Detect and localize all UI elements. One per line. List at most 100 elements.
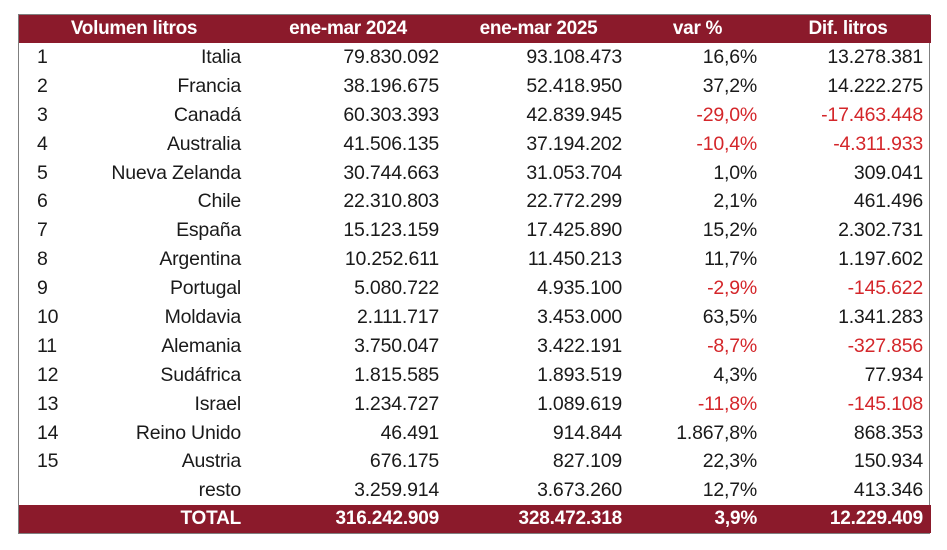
- cell-2024: 79.830.092: [343, 45, 440, 68]
- cell-var: 12,7%: [702, 479, 758, 502]
- cell-var: -2,9%: [707, 277, 758, 300]
- table-row: 15 Austria 676.175 827.109 22,3% 150.934: [19, 447, 931, 476]
- total-row: TOTAL 316.242.909 328.472.318 3,9% 12.22…: [19, 505, 932, 534]
- cell-2024: 676.175: [369, 450, 440, 473]
- cell-country: Moldavia: [164, 305, 242, 328]
- total-dif: 12.229.409: [829, 508, 924, 530]
- cell-country: Canadá: [173, 103, 242, 126]
- cell-rank: 2: [37, 74, 48, 97]
- cell-var: 1,0%: [713, 161, 758, 184]
- table-row: resto 3.259.914 3.673.260 12,7% 413.346: [19, 476, 931, 505]
- table-footer: TOTAL 316.242.909 328.472.318 3,9% 12.22…: [19, 505, 932, 534]
- cell-dif: 1.197.602: [838, 248, 924, 271]
- total-2025: 328.472.318: [518, 508, 623, 530]
- table-row: 11 Alemania 3.750.047 3.422.191 -8,7% -327.85…: [19, 332, 931, 361]
- cell-var: 63,5%: [702, 305, 758, 328]
- total-2024: 316.242.909: [335, 508, 440, 530]
- cell-rank: 15: [37, 450, 59, 473]
- cell-2024: 22.310.803: [343, 190, 440, 213]
- table-body: 1 Italia 79.830.092 93.108.473 16,6% 13.278.3…: [19, 43, 931, 505]
- cell-2025: 1.893.519: [537, 363, 623, 386]
- cell-var: 16,6%: [702, 45, 758, 68]
- cell-dif: 868.353: [853, 421, 924, 444]
- cell-var: 15,2%: [702, 219, 758, 242]
- table-row: 8 Argentina 10.252.611 11.450.213 11,7% 1.197…: [19, 245, 931, 274]
- cell-var: 11,7%: [704, 248, 758, 271]
- total-label: TOTAL: [180, 508, 242, 530]
- cell-2025: 914.844: [552, 421, 623, 444]
- cell-country: Argentina: [159, 248, 242, 271]
- wine-volume-table-frame: Volumen litros ene-mar 2024 ene-mar 2025…: [18, 14, 932, 534]
- cell-rank: 5: [37, 161, 48, 184]
- cell-country: Australia: [166, 132, 242, 155]
- table-row: 10 Moldavia 2.111.717 3.453.000 63,5% 1.341.2…: [19, 303, 931, 332]
- header-2024: ene-mar 2024: [289, 18, 407, 39]
- cell-rank: 6: [37, 190, 48, 213]
- cell-country: Chile: [197, 190, 242, 213]
- cell-dif: -145.622: [847, 277, 924, 300]
- cell-country: Sudáfrica: [160, 363, 242, 386]
- cell-2024: 5.080.722: [354, 277, 440, 300]
- cell-rank: 4: [37, 132, 48, 155]
- cell-rank: 1: [37, 45, 48, 68]
- cell-var: -29,0%: [696, 103, 758, 126]
- table-row: 9 Portugal 5.080.722 4.935.100 -2,9% -145.622: [19, 274, 931, 303]
- cell-dif: 13.278.381: [827, 45, 924, 68]
- table-row: 14 Reino Unido 46.491 914.844 1.867,8% 868.35…: [19, 419, 931, 448]
- cell-2025: 31.053.704: [526, 161, 623, 184]
- cell-rank: 13: [37, 392, 59, 415]
- cell-2025: 3.422.191: [537, 334, 623, 357]
- cell-dif: 461.496: [853, 190, 924, 213]
- table-row: 3 Canadá 60.303.393 42.839.945 -29,0% -17.463…: [19, 101, 931, 130]
- cell-2024: 3.259.914: [354, 479, 440, 502]
- cell-rank: 9: [37, 277, 48, 300]
- cell-dif: 150.934: [853, 450, 924, 473]
- table-row: 12 Sudáfrica 1.815.585 1.893.519 4,3% 77.934: [19, 361, 931, 390]
- wine-volume-table: Volumen litros ene-mar 2024 ene-mar 2025…: [19, 15, 932, 534]
- cell-dif: -145.108: [847, 392, 924, 415]
- cell-2024: 10.252.611: [344, 248, 440, 271]
- cell-dif: -327.856: [847, 334, 924, 357]
- cell-rank: 10: [37, 305, 59, 328]
- header-volume: Volumen litros: [70, 18, 198, 39]
- cell-dif: 2.302.731: [838, 219, 924, 242]
- cell-2025: 22.772.299: [526, 190, 623, 213]
- cell-2024: 30.744.663: [343, 161, 440, 184]
- cell-country: Israel: [194, 392, 242, 415]
- cell-2024: 41.506.135: [343, 132, 440, 155]
- total-var: 3,9%: [714, 508, 758, 530]
- cell-2025: 93.108.473: [526, 45, 623, 68]
- cell-2024: 46.491: [380, 421, 440, 444]
- cell-country: España: [176, 219, 242, 242]
- cell-country: Italia: [201, 45, 242, 68]
- cell-2024: 2.111.717: [356, 305, 440, 328]
- cell-rank: 14: [37, 421, 59, 444]
- table-row: 5 Nueva Zelanda 30.744.663 31.053.704 1,0% 30…: [19, 159, 931, 188]
- cell-rank: 8: [37, 248, 48, 271]
- table-row: 1 Italia 79.830.092 93.108.473 16,6% 13.278.3…: [19, 43, 931, 72]
- cell-dif: 309.041: [853, 161, 924, 184]
- table-row: 13 Israel 1.234.727 1.089.619 -11,8% -145.108: [19, 390, 931, 419]
- cell-dif: 1.341.283: [838, 305, 924, 328]
- cell-rank: 7: [37, 219, 48, 242]
- cell-country: Portugal: [169, 277, 242, 300]
- cell-country: Alemania: [161, 334, 242, 357]
- cell-2024: 60.303.393: [343, 103, 440, 126]
- cell-2025: 4.935.100: [537, 277, 623, 300]
- table-row: 2 Francia 38.196.675 52.418.950 37,2% 14.222.…: [19, 72, 931, 101]
- cell-var: -11,8%: [697, 392, 758, 415]
- cell-dif: -17.463.448: [821, 103, 924, 126]
- cell-dif: 413.346: [853, 479, 924, 502]
- header-dif: Dif. litros: [808, 18, 888, 39]
- cell-2025: 3.453.000: [537, 305, 623, 328]
- cell-var: 2,1%: [713, 190, 758, 213]
- cell-rank: 3: [37, 103, 48, 126]
- table-header: Volumen litros ene-mar 2024 ene-mar 2025…: [19, 15, 932, 43]
- cell-2025: 42.839.945: [526, 103, 623, 126]
- cell-2024: 1.815.585: [354, 363, 440, 386]
- cell-rank: [19, 476, 95, 505]
- cell-2025: 37.194.202: [526, 132, 623, 155]
- cell-var: 4,3%: [713, 363, 758, 386]
- header-2025: ene-mar 2025: [479, 18, 598, 39]
- cell-country: Francia: [177, 74, 242, 97]
